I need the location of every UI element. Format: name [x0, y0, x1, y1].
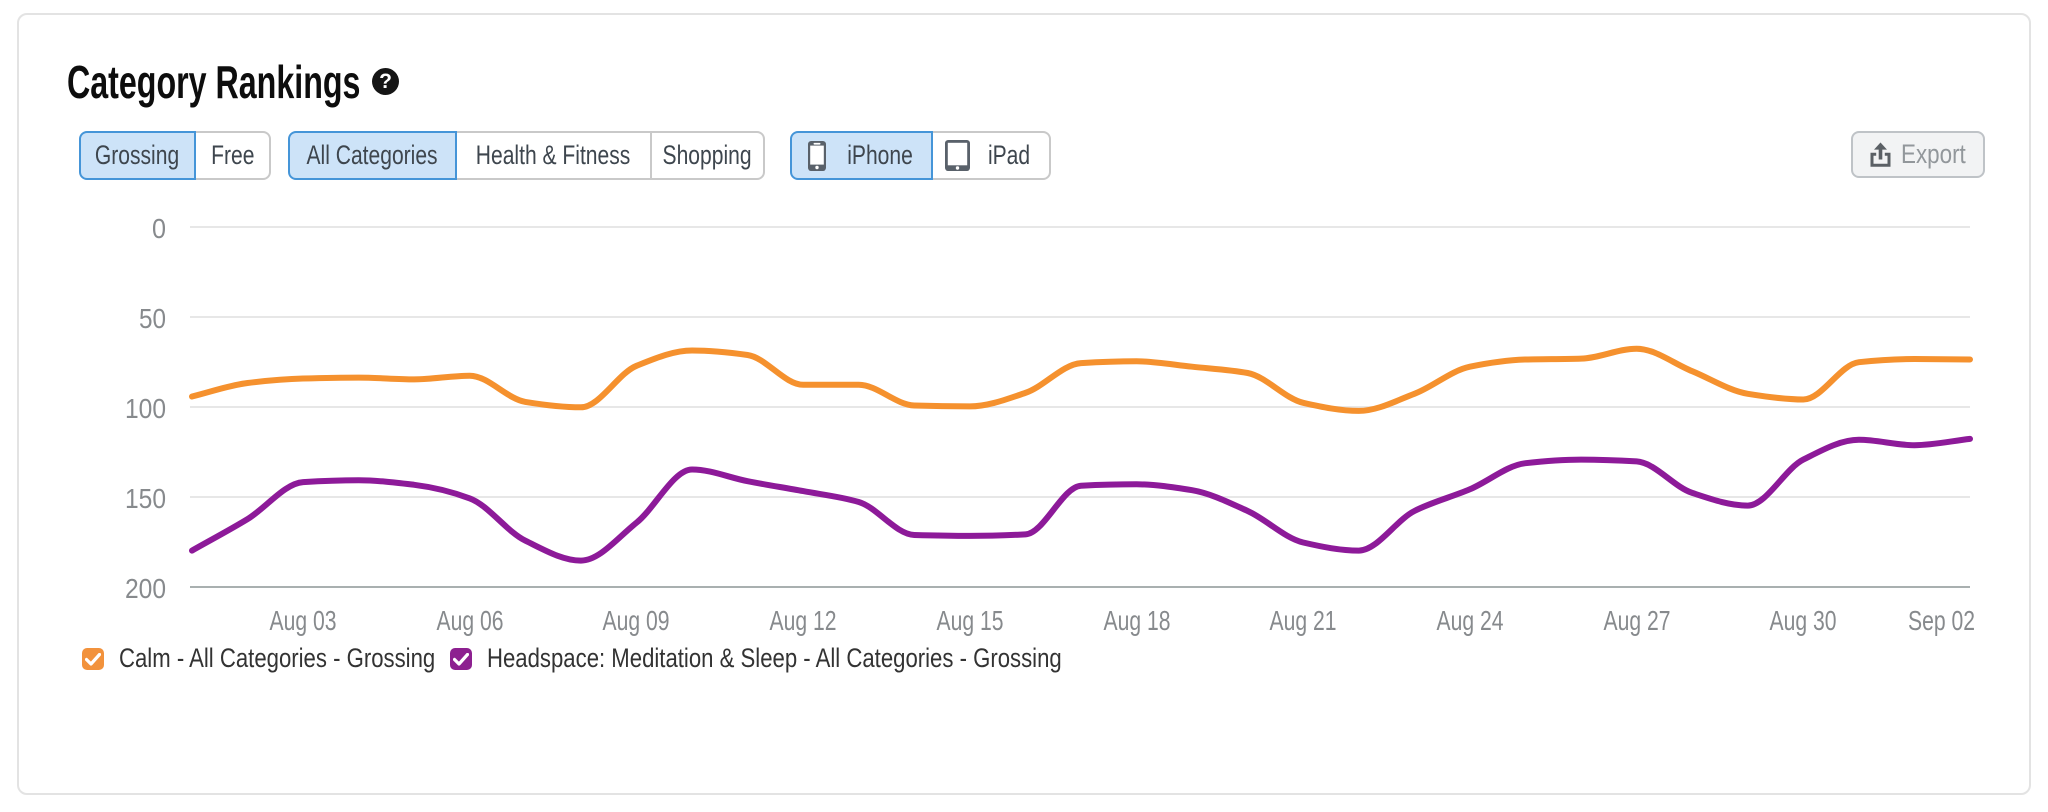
svg-text:50: 50: [139, 303, 166, 334]
svg-text:Aug 24: Aug 24: [1437, 605, 1504, 636]
svg-text:Aug 30: Aug 30: [1770, 605, 1837, 636]
svg-text:Aug 09: Aug 09: [603, 605, 670, 636]
svg-text:Aug 12: Aug 12: [770, 605, 837, 636]
svg-text:Aug 06: Aug 06: [437, 605, 504, 636]
svg-text:Aug 03: Aug 03: [270, 605, 337, 636]
svg-text:150: 150: [125, 483, 166, 514]
svg-text:Aug 18: Aug 18: [1104, 605, 1171, 636]
svg-text:0: 0: [152, 213, 166, 244]
svg-text:Sep 02: Sep 02: [1908, 605, 1975, 636]
svg-text:Aug 15: Aug 15: [937, 605, 1004, 636]
svg-text:Aug 27: Aug 27: [1604, 605, 1671, 636]
svg-text:Aug 21: Aug 21: [1270, 605, 1337, 636]
svg-text:200: 200: [125, 573, 166, 604]
svg-text:100: 100: [125, 393, 166, 424]
